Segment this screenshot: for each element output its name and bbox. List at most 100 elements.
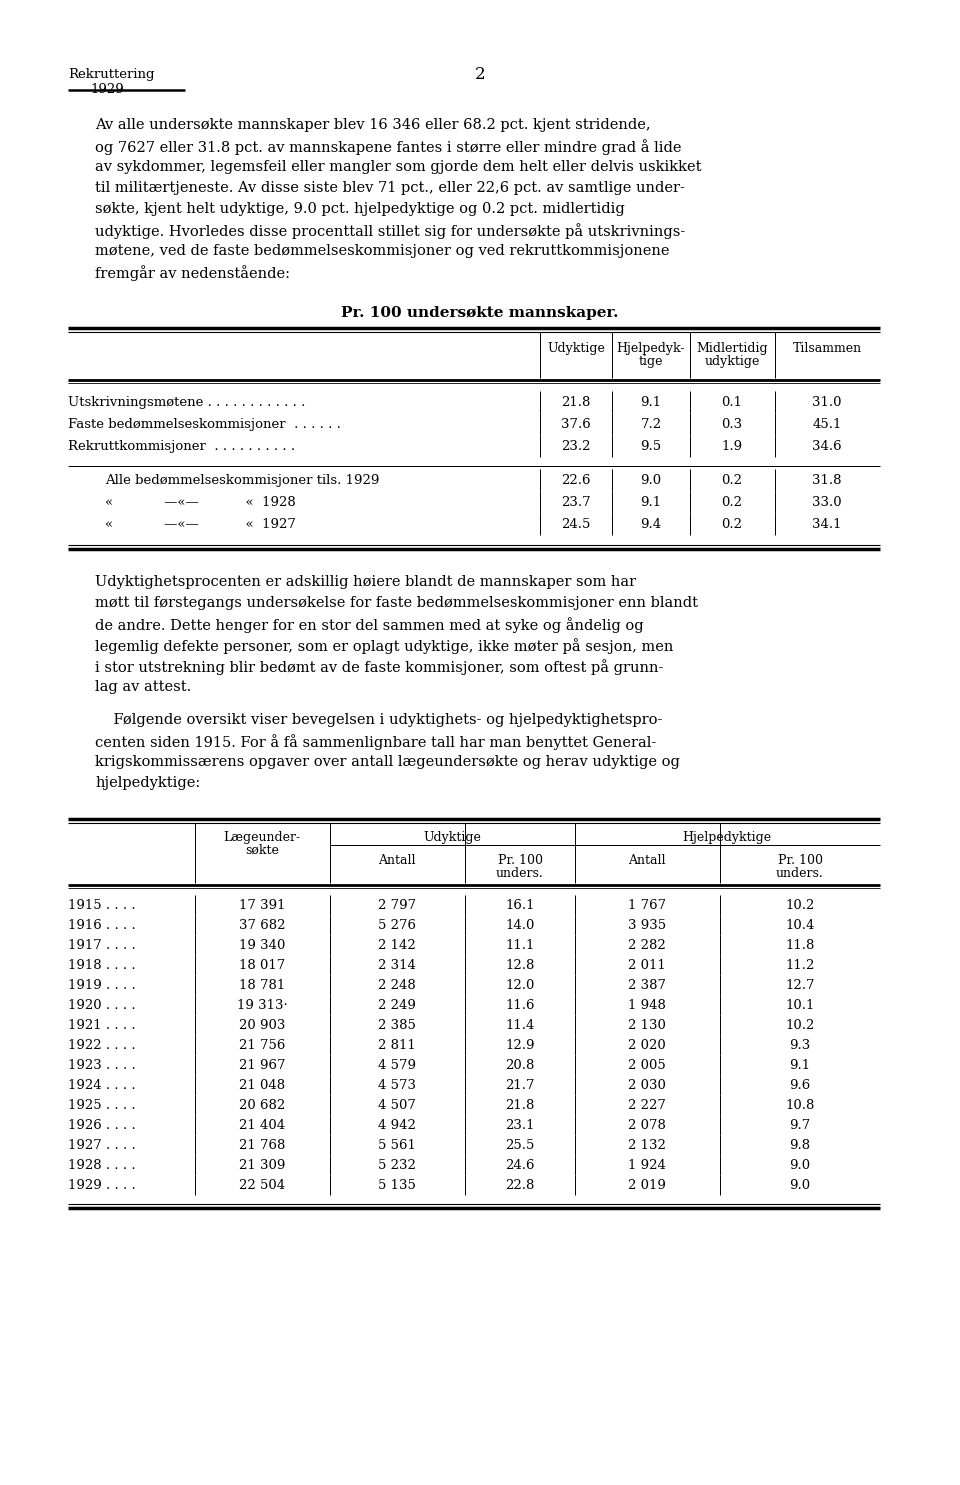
Text: 2 011: 2 011 [628, 959, 666, 973]
Text: 18 017: 18 017 [239, 959, 285, 973]
Text: tige: tige [638, 355, 663, 368]
Text: 1922 . . . .: 1922 . . . . [68, 1040, 135, 1051]
Text: Tilsammen: Tilsammen [792, 342, 861, 355]
Text: 2 030: 2 030 [628, 1080, 666, 1091]
Text: 23.2: 23.2 [562, 440, 590, 453]
Text: 20 903: 20 903 [239, 1019, 285, 1032]
Text: 2: 2 [474, 65, 486, 83]
Text: 1919 . . . .: 1919 . . . . [68, 979, 135, 992]
Text: 1916 . . . .: 1916 . . . . [68, 919, 135, 933]
Text: 34.1: 34.1 [812, 518, 842, 532]
Text: 1927 . . . .: 1927 . . . . [68, 1139, 135, 1152]
Text: 9.0: 9.0 [789, 1158, 810, 1172]
Text: 16.1: 16.1 [505, 898, 535, 912]
Text: Følgende oversikt viser bevegelsen i udyktighets- og hjelpedyktighetspro-: Følgende oversikt viser bevegelsen i udy… [95, 713, 662, 728]
Text: 9.5: 9.5 [640, 440, 661, 453]
Text: 11.1: 11.1 [505, 939, 535, 952]
Text: 9.7: 9.7 [789, 1120, 810, 1132]
Text: 10.1: 10.1 [785, 999, 815, 1011]
Text: 10.2: 10.2 [785, 1019, 815, 1032]
Text: 2 385: 2 385 [378, 1019, 416, 1032]
Text: 19 313·: 19 313· [236, 999, 287, 1011]
Text: 11.4: 11.4 [505, 1019, 535, 1032]
Text: 0.3: 0.3 [721, 417, 743, 431]
Text: unders.: unders. [776, 867, 824, 881]
Text: 24.6: 24.6 [505, 1158, 535, 1172]
Text: 2 078: 2 078 [628, 1120, 666, 1132]
Text: 9.8: 9.8 [789, 1139, 810, 1152]
Text: søkte, kjent helt udyktige, 9.0 pct. hjelpedyktige og 0.2 pct. midlertidig: søkte, kjent helt udyktige, 9.0 pct. hje… [95, 202, 625, 215]
Text: 1929: 1929 [90, 83, 124, 97]
Text: 22.8: 22.8 [505, 1179, 535, 1192]
Text: 45.1: 45.1 [812, 417, 842, 431]
Text: Faste bedømmelseskommisjoner  . . . . . .: Faste bedømmelseskommisjoner . . . . . . [68, 417, 341, 431]
Text: 2 142: 2 142 [378, 939, 416, 952]
Text: 31.8: 31.8 [812, 474, 842, 487]
Text: 1924 . . . .: 1924 . . . . [68, 1080, 135, 1091]
Text: møtene, ved de faste bedømmelseskommisjoner og ved rekruttkommisjonene: møtene, ved de faste bedømmelseskommisjo… [95, 244, 669, 258]
Text: udyktige. Hvorledes disse procenttall stillet sig for undersøkte på utskrivnings: udyktige. Hvorledes disse procenttall st… [95, 223, 685, 239]
Text: 17 391: 17 391 [239, 898, 285, 912]
Text: 10.4: 10.4 [785, 919, 815, 933]
Text: 9.1: 9.1 [789, 1059, 810, 1072]
Text: Utskrivningsmøtene . . . . . . . . . . . .: Utskrivningsmøtene . . . . . . . . . . .… [68, 396, 305, 408]
Text: Midlertidig: Midlertidig [696, 342, 768, 355]
Text: 1921 . . . .: 1921 . . . . [68, 1019, 135, 1032]
Text: 4 507: 4 507 [378, 1099, 416, 1112]
Text: av sykdommer, legemsfeil eller mangler som gjorde dem helt eller delvis uskikket: av sykdommer, legemsfeil eller mangler s… [95, 160, 702, 174]
Text: 11.8: 11.8 [785, 939, 815, 952]
Text: 9.0: 9.0 [789, 1179, 810, 1192]
Text: 21.8: 21.8 [505, 1099, 535, 1112]
Text: 21 404: 21 404 [239, 1120, 285, 1132]
Text: 20 682: 20 682 [239, 1099, 285, 1112]
Text: 2 005: 2 005 [628, 1059, 666, 1072]
Text: til militærtjeneste. Av disse siste blev 71 pct., eller 22,6 pct. av samtlige un: til militærtjeneste. Av disse siste blev… [95, 181, 684, 195]
Text: de andre. Dette henger for en stor del sammen med at syke og åndelig og: de andre. Dette henger for en stor del s… [95, 616, 643, 633]
Text: 9.3: 9.3 [789, 1040, 810, 1051]
Text: 9.0: 9.0 [640, 474, 661, 487]
Text: 1918 . . . .: 1918 . . . . [68, 959, 135, 973]
Text: 4 579: 4 579 [378, 1059, 416, 1072]
Text: 0.2: 0.2 [722, 518, 742, 532]
Text: Av alle undersøkte mannskaper blev 16 346 eller 68.2 pct. kjent stridende,: Av alle undersøkte mannskaper blev 16 34… [95, 117, 651, 132]
Text: centen siden 1915. For å få sammenlignbare tall har man benyttet General-: centen siden 1915. For å få sammenlignba… [95, 734, 657, 750]
Text: 9.1: 9.1 [640, 496, 661, 509]
Text: 1925 . . . .: 1925 . . . . [68, 1099, 135, 1112]
Text: 1 767: 1 767 [628, 898, 666, 912]
Text: Antall: Antall [628, 854, 665, 867]
Text: 22.6: 22.6 [562, 474, 590, 487]
Text: 0.2: 0.2 [722, 496, 742, 509]
Text: og 7627 eller 31.8 pct. av mannskapene fantes i større eller mindre grad å lide: og 7627 eller 31.8 pct. av mannskapene f… [95, 140, 682, 154]
Text: «            —«—           «  1927: « —«— « 1927 [105, 518, 296, 532]
Text: 22 504: 22 504 [239, 1179, 285, 1192]
Text: 20.8: 20.8 [505, 1059, 535, 1072]
Text: 11.6: 11.6 [505, 999, 535, 1011]
Text: 33.0: 33.0 [812, 496, 842, 509]
Text: 19 340: 19 340 [239, 939, 285, 952]
Text: 18 781: 18 781 [239, 979, 285, 992]
Text: 2 227: 2 227 [628, 1099, 666, 1112]
Text: legemlig defekte personer, som er oplagt udyktige, ikke møter på sesjon, men: legemlig defekte personer, som er oplagt… [95, 639, 673, 653]
Text: unders.: unders. [496, 867, 544, 881]
Text: 4 942: 4 942 [378, 1120, 416, 1132]
Text: 2 249: 2 249 [378, 999, 416, 1011]
Text: møtt til førstegangs undersøkelse for faste bedømmelseskommisjoner enn blandt: møtt til førstegangs undersøkelse for fa… [95, 595, 698, 610]
Text: 21.7: 21.7 [505, 1080, 535, 1091]
Text: krigskommissærens opgaver over antall lægeundersøkte og herav udyktige og: krigskommissærens opgaver over antall læ… [95, 754, 680, 769]
Text: 21 048: 21 048 [239, 1080, 285, 1091]
Text: Pr. 100: Pr. 100 [497, 854, 542, 867]
Text: 9.1: 9.1 [640, 396, 661, 408]
Text: 5 135: 5 135 [378, 1179, 416, 1192]
Text: 1 948: 1 948 [628, 999, 666, 1011]
Text: 25.5: 25.5 [505, 1139, 535, 1152]
Text: 1 924: 1 924 [628, 1158, 666, 1172]
Text: Antall: Antall [378, 854, 416, 867]
Text: 2 811: 2 811 [378, 1040, 416, 1051]
Text: 5 561: 5 561 [378, 1139, 416, 1152]
Text: 12.8: 12.8 [505, 959, 535, 973]
Text: udyktige: udyktige [705, 355, 759, 368]
Text: Udyktige: Udyktige [547, 342, 605, 355]
Text: 12.7: 12.7 [785, 979, 815, 992]
Text: Udyktige: Udyktige [423, 832, 481, 843]
Text: 2 314: 2 314 [378, 959, 416, 973]
